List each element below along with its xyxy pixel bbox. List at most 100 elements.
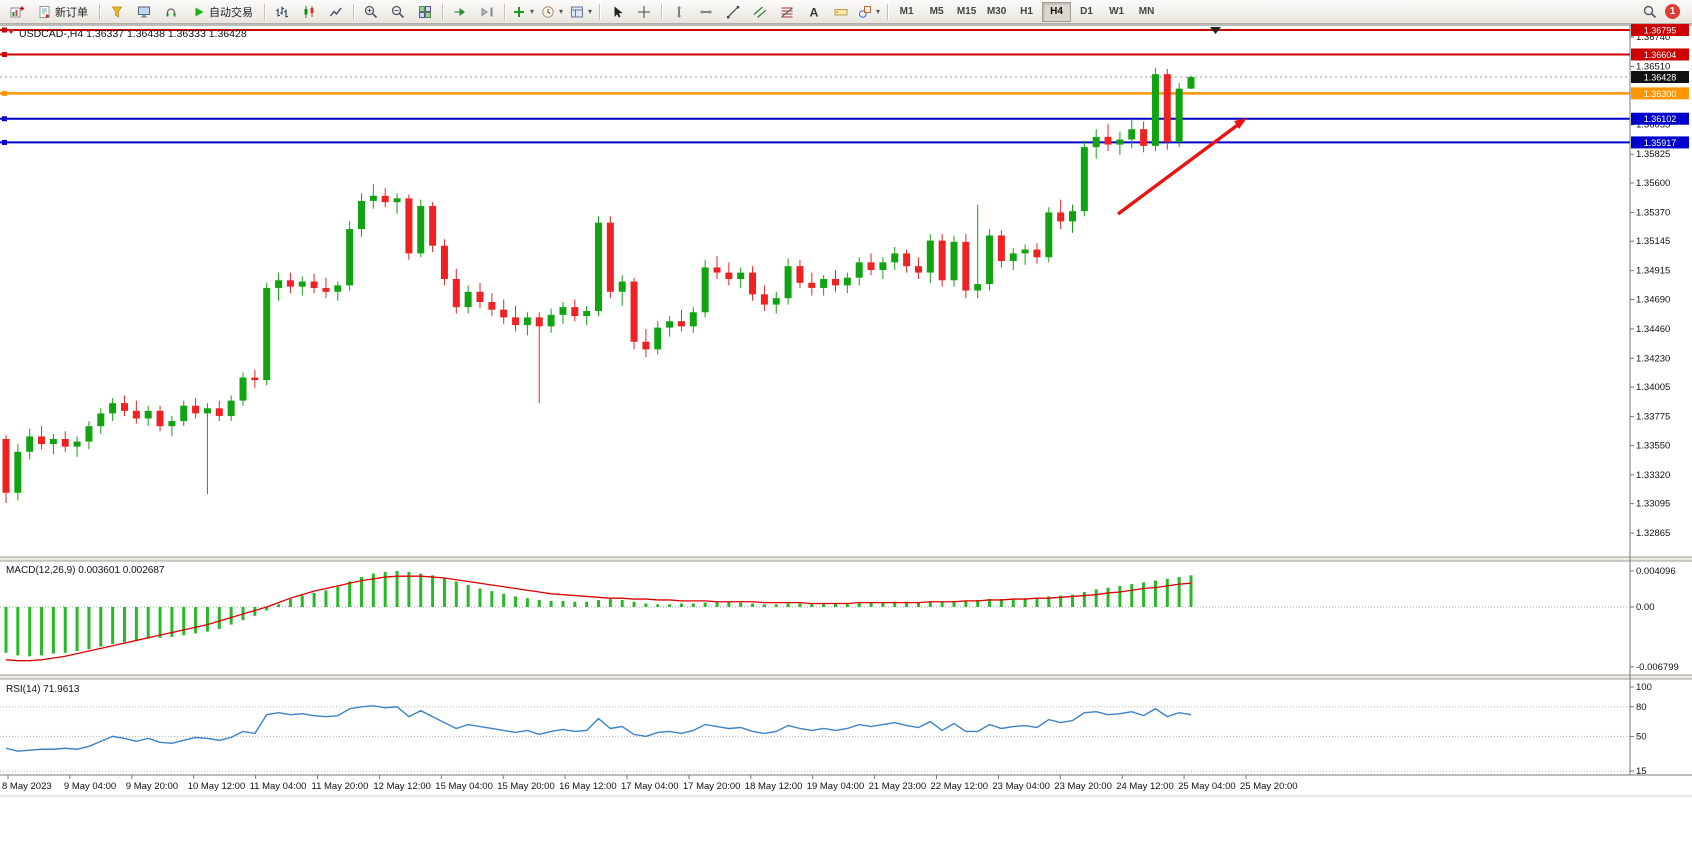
market-watch-button[interactable] [104,1,130,22]
zoom-out-button[interactable] [385,1,411,22]
time-axis-label: 21 May 23:00 [869,781,927,792]
equidistant-channel-button[interactable] [747,1,773,22]
time-axis-label: 16 May 12:00 [559,781,617,792]
toolbar-separator [99,3,100,20]
autotrading-icon [192,5,206,19]
scroll-to-end-marker-icon[interactable] [1210,27,1221,34]
horizontal-line-object[interactable] [0,27,1630,33]
price-axis: 1.36740 1.36510 1.36055 1.35825 1.35600 1.353… [1630,32,1670,539]
notification-badge[interactable]: 1 [1665,4,1680,19]
toolbar-separator [353,3,354,20]
vertical-line-icon [672,5,686,19]
tile-windows-button[interactable] [412,1,438,22]
toolbar-separator [442,3,443,20]
horizontal-line-object[interactable] [0,90,1630,96]
crosshair-icon [637,5,651,19]
indicators-icon [512,5,526,19]
price-axis-label: 1.34690 [1636,294,1670,305]
trend-arrow-annotation[interactable] [1116,118,1247,216]
price-axis-label: 1.35825 [1636,149,1670,160]
price-axis-label: 1.32865 [1636,528,1670,539]
macd-signal-line [5,575,1192,662]
zoom-out-icon [391,5,405,19]
new-order-icon [38,5,52,19]
macd-axis-label: 0.004096 [1636,566,1676,577]
timeframe-m15-button[interactable]: M15 [956,6,977,17]
rsi-axis-label: 15 [1636,766,1647,777]
new-order-button[interactable]: 新订单 [31,1,95,22]
data-window-button[interactable] [131,1,157,22]
price-badge: 1.36102 [1631,112,1689,125]
timeframe-m1-button[interactable]: M1 [899,6,914,17]
timeframe-m30-button[interactable]: M30 [986,6,1007,17]
time-axis-label: 25 May 20:00 [1240,781,1298,792]
timeframe-h4-button[interactable]: H4 [1042,1,1072,22]
search-icon[interactable] [1643,5,1657,19]
crosshair-button[interactable] [631,1,657,22]
macd-axis: 0.004096 0.00 -0.006799 [1630,566,1679,673]
text-label-button[interactable] [828,1,854,22]
new-chart-button[interactable] [4,1,30,22]
rsi-axis-label: 50 [1636,731,1647,742]
time-axis-label: 18 May 12:00 [745,781,803,792]
rsi-pane [0,706,1630,772]
candlestick-chart-icon [302,5,316,19]
cursor-button[interactable] [604,1,630,22]
auto-scroll-button[interactable] [447,1,473,22]
zoom-in-button[interactable] [358,1,384,22]
time-axis-label: 15 May 04:00 [435,781,493,792]
horizontal-line-button[interactable] [693,1,719,22]
horizontal-line-object[interactable] [0,51,1630,57]
price-badge-label: 1.36795 [1644,26,1677,36]
vertical-line-button[interactable] [666,1,692,22]
chevron-down-icon: ▾ [588,7,593,16]
indicators-button[interactable]: ▾ [509,1,537,22]
price-badge: 1.36300 [1631,87,1689,100]
one-click-trading-toggle-icon[interactable] [7,29,15,34]
rsi-axis-label: 80 [1636,702,1647,713]
macd-histogram [4,570,1193,657]
chart-shift-button[interactable] [474,1,500,22]
fibonacci-icon [780,5,794,19]
price-badge-label: 1.36428 [1644,73,1677,83]
timeframe-h1-button[interactable]: H1 [1020,6,1033,17]
arrows-button[interactable]: ▾ [855,1,883,22]
price-axis-label: 1.33095 [1636,499,1670,510]
chevron-down-icon: ▾ [876,7,881,16]
fibonacci-button[interactable] [774,1,800,22]
price-axis-label: 1.34230 [1636,353,1670,364]
new-chart-icon [10,5,24,19]
text-button[interactable]: A [801,1,827,22]
trendline-button[interactable] [720,1,746,22]
time-axis-label: 12 May 12:00 [373,781,431,792]
candlestick-chart-button[interactable] [296,1,322,22]
navigator-button[interactable] [158,1,184,22]
line-chart-button[interactable] [323,1,349,22]
bar-chart-icon [275,5,289,19]
macd-label: MACD(12,26,9) 0.003601 0.002687 [6,565,165,576]
horizontal-line-object[interactable] [0,139,1630,145]
time-axis-label: 15 May 20:00 [497,781,555,792]
time-axis-label: 23 May 04:00 [992,781,1050,792]
timeframe-mn-button[interactable]: MN [1138,6,1155,17]
templates-button[interactable]: ▾ [567,1,595,22]
timeframe-d1-button[interactable]: D1 [1080,6,1093,17]
price-axis-label: 1.35600 [1636,178,1670,189]
autotrading-label: 自动交易 [209,6,253,19]
periods-button[interactable]: ▾ [538,1,566,22]
price-axis-label: 1.34915 [1636,266,1670,277]
autotrading-button[interactable]: 自动交易 [185,1,260,22]
toolbar-separator [504,3,505,20]
tile-windows-icon [418,5,432,19]
data-window-icon [137,5,151,19]
timeframe-w1-button[interactable]: W1 [1109,6,1125,17]
horizontal-line-object[interactable] [0,116,1630,122]
periods-icon [541,5,555,19]
svg-text:A: A [810,5,819,19]
text-label-icon [834,5,848,19]
candlesticks [2,67,1195,503]
toolbar-separator [264,3,265,20]
bar-chart-button[interactable] [269,1,295,22]
timeframe-m5-button[interactable]: M5 [929,6,944,17]
